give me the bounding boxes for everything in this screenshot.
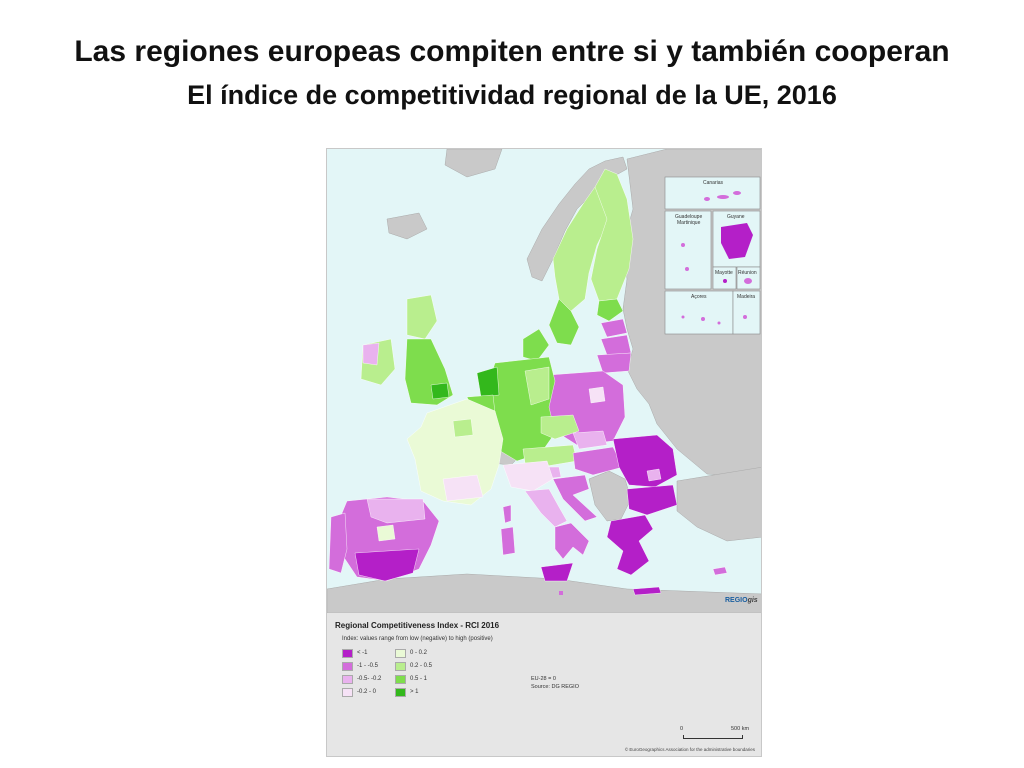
france-region [406, 398, 504, 506]
legend-label: -0.2 - 0 [357, 689, 377, 695]
legend-item: 0 - 0.2 [395, 649, 427, 658]
inset-mayotte: Mayotte [712, 266, 737, 290]
legend-item: > 1 [395, 688, 419, 697]
uk-london-region [430, 382, 450, 400]
legend-label: 0.2 - 0.5 [410, 663, 433, 669]
inset-canarias: Canarias [664, 176, 761, 210]
inset-label-reunion: Réunion [738, 270, 757, 276]
romania-bucharest-region [646, 468, 662, 482]
europe-map: Canarias Guadeloupe Martinique Guyane Ma… [327, 149, 761, 613]
poland-warsaw-region [588, 386, 606, 404]
eu-average-note: EU-28 = 0 [531, 676, 556, 682]
romania-region [612, 434, 678, 488]
denmark-region [522, 328, 550, 362]
italy-north-region [502, 460, 554, 492]
legend-label: 0.5 - 1 [410, 676, 428, 682]
legend-swatch [342, 688, 353, 697]
legend-item: 0.2 - 0.5 [395, 662, 432, 671]
legend-label: > 1 [410, 689, 419, 695]
finland-south-region [596, 298, 624, 322]
ireland-west-region [362, 342, 380, 366]
legend-label: -1 - -0.5 [357, 663, 379, 669]
inset-label-mayotte: Mayotte [715, 270, 733, 276]
source-note: Source: DG REGIO [531, 684, 579, 690]
inset-label-guadeloupe: Guadeloupe [675, 214, 702, 220]
scale-max-label: 500 km [731, 726, 750, 732]
turkey-land [676, 467, 761, 542]
legend-swatch [342, 675, 353, 684]
legend-swatch [342, 649, 353, 658]
estonia-region [600, 318, 628, 338]
corsica-region [502, 504, 512, 524]
malta-region [559, 591, 563, 595]
legend-swatch [395, 675, 406, 684]
inset-guadeloupe-martinique: Guadeloupe Martinique [664, 210, 712, 290]
slide-title: Las regiones europeas compiten entre si … [74, 35, 950, 68]
norway-land [526, 156, 628, 282]
legend-swatch [395, 649, 406, 658]
inset-label-guyane: Guyane [727, 214, 745, 220]
logo-gis-text: gis [747, 597, 758, 604]
legend-label: < -1 [357, 650, 368, 656]
inset-label-canarias: Canarias [703, 180, 724, 186]
iceland-region [386, 212, 428, 240]
legend-panel: Regional Competitiveness Index - RCI 201… [327, 613, 761, 756]
inset-label-martinique: Martinique [677, 220, 701, 226]
slovakia-region [572, 430, 608, 450]
legend-label: -0.5- -0.2 [357, 676, 382, 682]
legend-swatch [395, 662, 406, 671]
italy-south-region [554, 522, 590, 560]
france-paris-region [452, 418, 474, 438]
legend-item: -0.2 - 0 [342, 688, 376, 697]
legend-subtitle: Index: values range from low (negative) … [342, 636, 493, 642]
rci-map-figure: Canarias Guadeloupe Martinique Guyane Ma… [326, 148, 762, 757]
inset-label-acores: Açores [691, 294, 707, 300]
slide-subtitle: El índice de competitividad regional de … [187, 80, 837, 110]
greece-region [606, 514, 654, 576]
uk-scotland-region [406, 294, 438, 340]
legend-title: Regional Competitiveness Index - RCI 201… [335, 621, 500, 630]
finland-region [590, 168, 634, 302]
inset-acores: Açores [664, 290, 734, 335]
czechia-region [540, 414, 580, 440]
inset-guyane: Guyane [712, 210, 761, 268]
legend-item: 0.5 - 1 [395, 675, 427, 684]
scale-zero-label: 0 [680, 726, 684, 732]
bulgaria-region [626, 484, 678, 516]
spain-south-region [354, 548, 420, 582]
scale-bar [683, 735, 743, 745]
inset-label-madeira: Madeira [737, 294, 755, 300]
italy-central-region [524, 488, 568, 528]
france-south-region [442, 474, 484, 502]
sardinia-region [500, 526, 516, 556]
inset-madeira: Madeira [732, 290, 761, 335]
hungary-region [572, 446, 624, 476]
north-africa-land [327, 573, 761, 613]
spain-madrid-region [376, 524, 396, 542]
portugal-region [328, 512, 348, 574]
regiogis-logo: REGIOgis [725, 597, 758, 604]
netherlands-region [476, 366, 500, 398]
greenland-iceland-land [444, 149, 503, 178]
spain-north-region [366, 498, 426, 524]
inset-reunion: Réunion [736, 266, 761, 290]
sicily-region [540, 562, 574, 582]
legend-item: -1 - -0.5 [342, 662, 378, 671]
lithuania-region [596, 352, 632, 374]
germany-east-region [524, 366, 550, 406]
logo-regio-text: REGIO [725, 597, 748, 604]
legend-label: 0 - 0.2 [410, 650, 428, 656]
legend-swatch [395, 688, 406, 697]
cyprus-region [712, 566, 728, 576]
austria-region [522, 444, 578, 468]
legend-item: -0.5- -0.2 [342, 675, 381, 684]
legend-item: < -1 [342, 649, 368, 658]
croatia-region [552, 474, 598, 522]
crete-region [632, 586, 662, 596]
balkans-non-eu-land [588, 470, 632, 522]
sweden-south-region [548, 298, 580, 346]
legend-swatch [342, 662, 353, 671]
copyright-note: © EuroGeographics Association for the ad… [624, 747, 755, 752]
